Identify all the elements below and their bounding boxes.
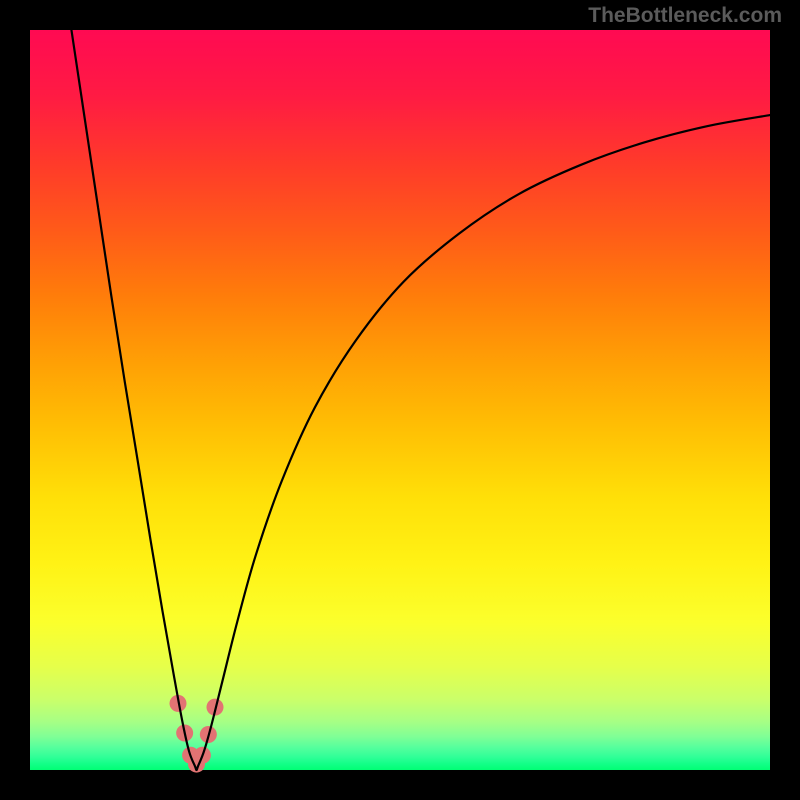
chart-container: TheBottleneck.com [0, 0, 800, 800]
watermark-text: TheBottleneck.com [588, 4, 782, 28]
bottleneck-chart-svg [0, 0, 800, 800]
plot-background [30, 30, 770, 770]
